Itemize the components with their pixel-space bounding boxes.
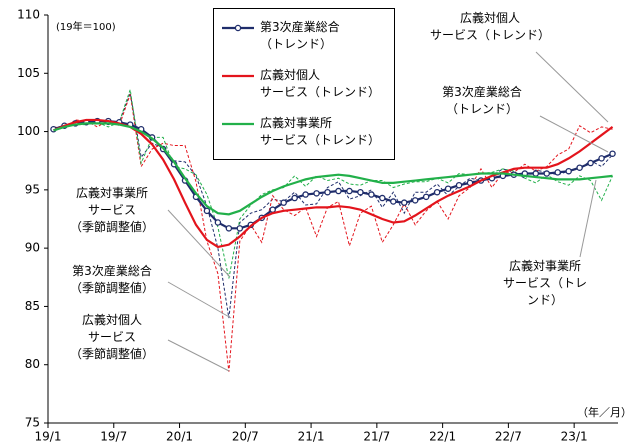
dashed-line <box>53 89 613 279</box>
leader-line <box>167 281 232 319</box>
legend: 第3次産業総合 （トレンド） 広義対個人 サービス（トレンド） 広義対事業所 サービ… <box>213 8 395 160</box>
marker <box>543 170 551 177</box>
legend-swatch <box>222 122 254 126</box>
leader-line <box>167 209 231 278</box>
marker <box>400 199 408 206</box>
annotation: 第3次産業総合 （季節調整値） <box>69 263 155 297</box>
marker <box>302 191 309 198</box>
annotation: 広義対個人 サービス （季節調整値） <box>69 312 155 363</box>
y-tick-label: 80 <box>25 357 40 371</box>
marker <box>444 185 452 192</box>
marker <box>291 194 298 202</box>
x-tick-label: 22/7 <box>495 430 522 444</box>
marker <box>203 207 211 215</box>
legend-item: 広義対事業所 サービス（トレンド） <box>220 115 392 149</box>
legend-label: 広義対個人 サービス（トレンド） <box>260 68 381 99</box>
x-tick-label: 19/7 <box>100 430 127 444</box>
y-tick-label: 85 <box>25 299 40 313</box>
marker <box>346 187 353 195</box>
legend-item: 広義対個人 サービス（トレンド） <box>220 67 392 101</box>
marker <box>390 198 397 205</box>
marker <box>313 190 320 197</box>
legend-label: 第3次産業総合 （トレンド） <box>260 20 340 51</box>
x-unit: （年／月） <box>577 405 632 419</box>
trend-line <box>53 122 613 216</box>
marker <box>280 199 287 206</box>
annotation: 広義対事業所 サービス（トレンド） <box>500 258 590 309</box>
leader-line <box>539 115 609 153</box>
marker <box>587 159 594 167</box>
leader-line <box>167 339 230 372</box>
marker <box>357 188 364 196</box>
y-tick-label: 90 <box>25 241 40 255</box>
annotation: 広義対事業所 サービス （季節調整値） <box>69 185 155 236</box>
annotation: 第3次産業総合 （トレンド） <box>442 84 522 118</box>
marker <box>532 170 540 177</box>
trend-line <box>53 118 614 249</box>
legend-swatch <box>222 74 254 78</box>
marker <box>269 206 276 213</box>
y-tick-label: 110 <box>17 8 40 22</box>
marker <box>214 219 222 226</box>
y-tick-label: 75 <box>25 416 40 430</box>
marker <box>324 188 331 196</box>
marker <box>565 167 572 175</box>
marker <box>598 155 605 162</box>
marker <box>225 225 233 232</box>
y-tick-label: 100 <box>17 124 40 138</box>
marker <box>609 150 616 157</box>
marker <box>236 225 244 232</box>
x-tick-label: 21/1 <box>298 430 325 444</box>
marker <box>576 164 583 171</box>
marker <box>422 193 430 201</box>
note: (19年＝100) <box>56 20 116 33</box>
x-tick-label: 20/1 <box>166 430 193 444</box>
leader-line <box>535 51 609 123</box>
legend-marker <box>234 24 242 32</box>
dashed-line <box>53 94 613 372</box>
leader-line <box>579 179 597 258</box>
legend-swatch <box>222 24 254 32</box>
marker <box>554 169 561 176</box>
marker <box>368 191 375 198</box>
marker <box>433 188 441 196</box>
marker <box>379 194 386 202</box>
trend-line <box>53 119 613 230</box>
x-tick-label: 20/7 <box>232 430 259 444</box>
annotation: 広義対個人 サービス（トレンド） <box>429 10 551 44</box>
x-tick-label: 22/1 <box>429 430 456 444</box>
marker <box>455 181 463 189</box>
x-tick-label: 23/1 <box>561 430 588 444</box>
x-tick-label: 21/7 <box>363 430 390 444</box>
legend-item: 第3次産業総合 （トレンド） <box>220 19 392 53</box>
marker <box>411 197 419 204</box>
x-tick-label: 19/1 <box>35 430 62 444</box>
marker <box>335 187 342 195</box>
y-tick-label: 105 <box>17 66 40 80</box>
legend-label: 広義対事業所 サービス（トレンド） <box>260 116 381 147</box>
y-tick-label: 95 <box>25 182 40 196</box>
